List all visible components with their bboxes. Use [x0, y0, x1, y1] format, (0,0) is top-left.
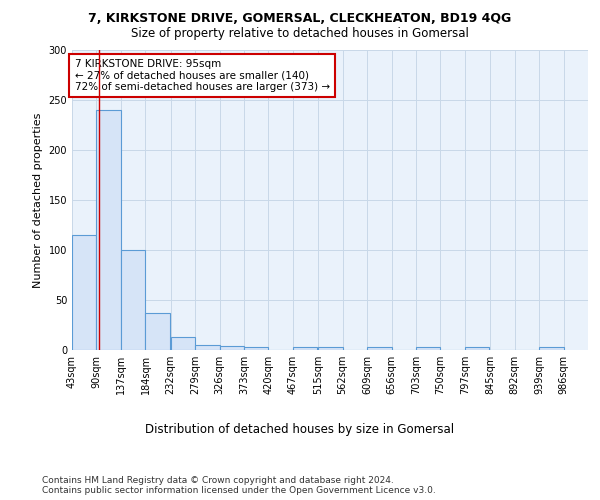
- Bar: [220, 346, 244, 350]
- Y-axis label: Number of detached properties: Number of detached properties: [33, 112, 43, 288]
- Bar: [318, 347, 343, 350]
- Bar: [195, 345, 220, 350]
- Bar: [170, 337, 195, 350]
- Bar: [539, 347, 563, 350]
- Bar: [72, 235, 97, 350]
- Text: 7, KIRKSTONE DRIVE, GOMERSAL, CLECKHEATON, BD19 4QG: 7, KIRKSTONE DRIVE, GOMERSAL, CLECKHEATO…: [88, 12, 512, 26]
- Bar: [416, 347, 440, 350]
- Bar: [97, 110, 121, 350]
- Text: Contains HM Land Registry data © Crown copyright and database right 2024.
Contai: Contains HM Land Registry data © Crown c…: [42, 476, 436, 495]
- Text: Distribution of detached houses by size in Gomersal: Distribution of detached houses by size …: [145, 422, 455, 436]
- Text: Size of property relative to detached houses in Gomersal: Size of property relative to detached ho…: [131, 28, 469, 40]
- Bar: [293, 347, 317, 350]
- Text: 7 KIRKSTONE DRIVE: 95sqm
← 27% of detached houses are smaller (140)
72% of semi-: 7 KIRKSTONE DRIVE: 95sqm ← 27% of detach…: [74, 59, 330, 92]
- Bar: [121, 250, 145, 350]
- Bar: [367, 347, 392, 350]
- Bar: [145, 313, 170, 350]
- Bar: [465, 347, 490, 350]
- Bar: [244, 347, 268, 350]
